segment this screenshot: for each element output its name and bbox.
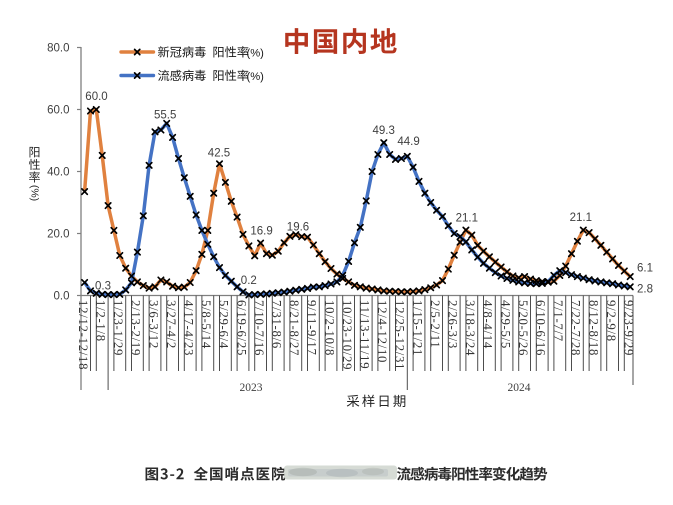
svg-text:0.2: 0.2 (241, 275, 257, 287)
svg-text:7/1-7/7: 7/1-7/7 (551, 300, 565, 342)
svg-text:7/31-8/6: 7/31-8/6 (270, 300, 284, 349)
svg-text:6.1: 6.1 (637, 263, 653, 275)
svg-text:1/15-1/21: 1/15-1/21 (410, 300, 424, 356)
svg-text:10/2-10/8: 10/2-10/8 (322, 300, 336, 356)
svg-text:0.3: 0.3 (95, 281, 111, 293)
svg-text:21.1: 21.1 (570, 212, 592, 224)
svg-text:16.9: 16.9 (250, 226, 272, 238)
svg-text:2023: 2023 (240, 382, 263, 394)
svg-text:2/5-2/11: 2/5-2/11 (428, 300, 442, 349)
svg-text:20.0: 20.0 (47, 229, 69, 241)
svg-text:(%): (%) (247, 48, 265, 60)
svg-text:8/12-8/18: 8/12-8/18 (586, 300, 600, 356)
svg-text:60.0: 60.0 (47, 105, 69, 117)
svg-text:21.1: 21.1 (456, 213, 478, 225)
svg-text:6/19-6/25: 6/19-6/25 (234, 300, 248, 356)
svg-text:3/6-3/12: 3/6-3/12 (146, 300, 160, 349)
svg-text:2/13-2/19: 2/13-2/19 (129, 300, 143, 356)
svg-text:4/29-5/5: 4/29-5/5 (498, 300, 512, 349)
svg-text:5/20-5/26: 5/20-5/26 (516, 300, 530, 356)
svg-text:60.0: 60.0 (85, 91, 107, 103)
svg-text:44.9: 44.9 (397, 136, 419, 148)
svg-text:6/10-6/16: 6/10-6/16 (534, 300, 548, 356)
svg-text:1/23-1/29: 1/23-1/29 (111, 300, 125, 356)
svg-text:2/26-3/3: 2/26-3/3 (446, 300, 460, 349)
svg-text:12/25-12/31: 12/25-12/31 (393, 300, 407, 370)
svg-text:4/17-4/23: 4/17-4/23 (182, 300, 196, 356)
svg-text:8/21-8/27: 8/21-8/27 (287, 300, 301, 356)
svg-text:2024: 2024 (508, 382, 531, 394)
svg-text:0.0: 0.0 (54, 291, 70, 303)
svg-text:19.6: 19.6 (287, 222, 309, 234)
svg-text:9/2-9/8: 9/2-9/8 (604, 300, 618, 342)
svg-text:7/22-7/28: 7/22-7/28 (569, 300, 583, 356)
svg-text:4/8-4/14: 4/8-4/14 (481, 300, 495, 349)
svg-text:49.3: 49.3 (373, 125, 395, 137)
svg-text:55.5: 55.5 (154, 110, 176, 122)
svg-text:(%): (%) (247, 71, 265, 83)
svg-text:10/23-10/29: 10/23-10/29 (340, 300, 354, 370)
svg-text:12/12-12/18: 12/12-12/18 (76, 300, 90, 370)
svg-text:3/18-3/24: 3/18-3/24 (463, 300, 477, 356)
svg-text:7/10-7/16: 7/10-7/16 (252, 300, 266, 356)
svg-text:9/11-9/17: 9/11-9/17 (305, 300, 319, 356)
svg-text:5/8-5/14: 5/8-5/14 (199, 300, 213, 349)
svg-text:5/29-6/4: 5/29-6/4 (217, 300, 231, 349)
svg-text:80.0: 80.0 (47, 43, 69, 55)
svg-text:(%): (%) (29, 185, 41, 201)
svg-text:9/23-9/29: 9/23-9/29 (622, 300, 636, 356)
svg-text:40.0: 40.0 (47, 167, 69, 179)
svg-text:12/4-12/10: 12/4-12/10 (375, 300, 389, 363)
svg-text:42.5: 42.5 (208, 148, 230, 160)
svg-text:1/2-1/8: 1/2-1/8 (94, 300, 108, 342)
svg-text:3/27-4/2: 3/27-4/2 (164, 300, 178, 349)
svg-text:2.8: 2.8 (637, 283, 653, 295)
svg-text:11/13-11/19: 11/13-11/19 (358, 300, 372, 369)
